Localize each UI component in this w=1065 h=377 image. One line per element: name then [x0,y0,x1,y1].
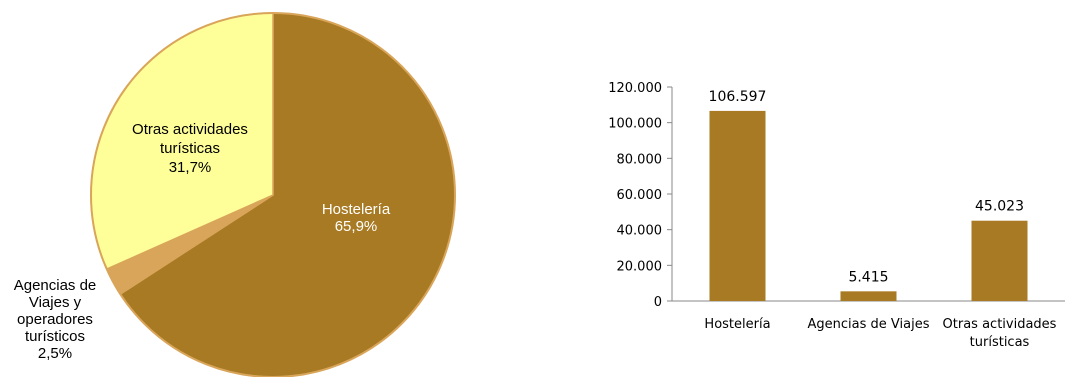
y-tick-label: 80.000 [617,152,663,167]
pie-label-otras: Otras actividades turísticas 31,7% [132,121,248,176]
x-tick-label: Otras actividades turísticas [943,317,1057,350]
y-tick-label: 20.000 [617,259,663,274]
x-tick-label: Hostelería [704,317,770,332]
y-tick-label: 40.000 [617,224,663,239]
y-tick-label: 60.000 [617,188,663,203]
y-tick-label: 100.000 [608,117,662,132]
pie-chart: Hostelería 65,9% Otras actividades turístic… [14,12,456,377]
bar-chart: 0 20.000 40.000 60.000 80.000 100.000 120.000 1… [608,81,1065,350]
bar [709,110,766,302]
bar-value-label: 106.597 [709,89,767,105]
bar [971,220,1028,301]
bar-value-label: 5.415 [848,269,888,285]
x-tick-label: Agencias de Viajes [808,317,930,332]
bar [840,291,897,301]
y-tick-label: 0 [654,295,662,310]
pie-label-hosteleria: Hostelería 65,9% [322,201,391,235]
pie-label-agencias: Agencias de Viajes y operadores turísticos 2… [14,277,97,362]
bar-value-label: 45.023 [975,199,1024,215]
y-tick-label: 120.000 [608,81,662,96]
pie-outline [90,12,456,377]
